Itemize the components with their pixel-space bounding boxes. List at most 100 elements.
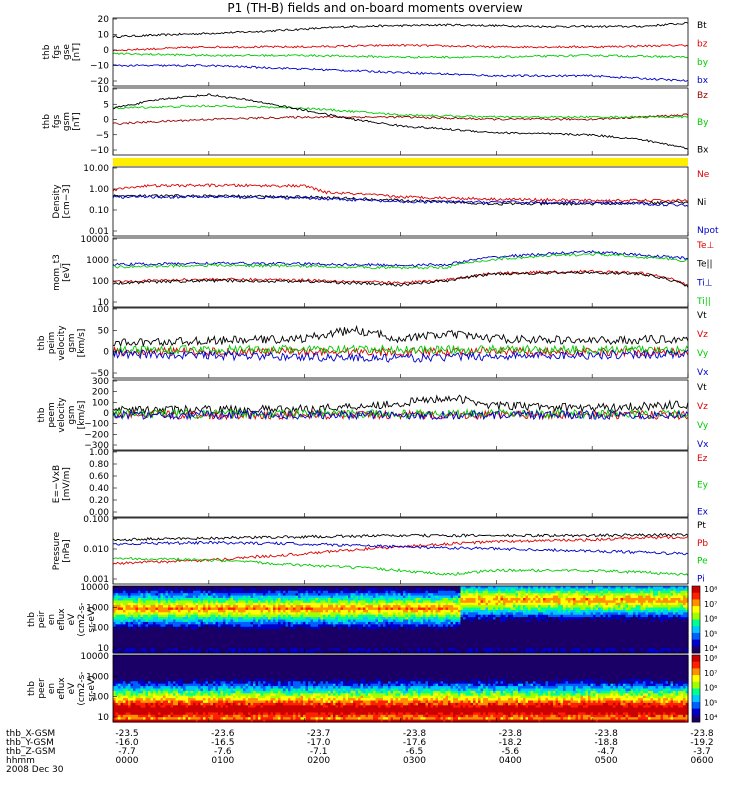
ylabel-line: eflux — [57, 677, 67, 700]
ylabel-line: (cm2-s- — [77, 602, 87, 636]
ytick-label: 1000 — [86, 672, 109, 682]
footer-value: -16.0 — [115, 738, 139, 748]
footer-value: -4.7 — [597, 747, 615, 757]
legend-vz: Vz — [697, 402, 708, 412]
legend-pt: Pt — [697, 521, 706, 531]
colorbar-label: 10⁵ — [704, 698, 717, 707]
legend-pb: Pb — [697, 539, 708, 549]
ylabel-line: [nT] — [72, 43, 82, 61]
ytick-label: 10 — [98, 298, 110, 308]
ytick-label: −50 — [90, 369, 109, 379]
footer-value: -23.6 — [211, 729, 235, 739]
series-line-vt — [112, 394, 689, 416]
ylabel-line: sr-eV) — [87, 675, 97, 701]
ytick-label: 0 — [103, 348, 109, 358]
colorbar-label: 10⁶ — [704, 684, 717, 693]
footer-row-label: thb_X-GSM — [6, 729, 55, 739]
series-line-vy — [112, 343, 689, 356]
ytick-label: 1.00 — [89, 448, 109, 458]
legend-bx: Bx — [697, 145, 709, 155]
ytick-label: −20 — [90, 77, 109, 87]
legend-bz: bz — [697, 39, 708, 49]
legend-ti: Ti|| — [696, 297, 711, 307]
ytick-label: 10 — [98, 644, 110, 654]
ylabel-line: en — [47, 683, 57, 694]
ytick-label: 10000 — [80, 583, 109, 593]
chart-title: P1 (TH-B) fields and on-board moments ov… — [227, 1, 523, 15]
panel-frame-4 — [112, 307, 689, 379]
series-line-pi — [112, 540, 689, 556]
ytick-label: 100 — [92, 305, 109, 315]
colorbar-frame — [691, 585, 701, 654]
ytick-label: 10 — [98, 713, 110, 723]
footer-row-label: thb_Y-GSM — [6, 738, 54, 748]
ytick-label: 50 — [98, 326, 110, 336]
spectrogram-9 — [113, 655, 689, 723]
legend-npot: Npot — [697, 226, 719, 236]
ytick-label: 20 — [98, 15, 110, 25]
footer-value: 0000 — [116, 756, 139, 766]
ytick-label: 0 — [103, 116, 109, 126]
ylabel-line: thb — [27, 612, 37, 627]
legend-te: Te⊥ — [696, 241, 715, 251]
ytick-label: −5 — [96, 131, 109, 141]
footer-value: -3.7 — [693, 747, 711, 757]
series-line-ni — [112, 194, 689, 206]
colorbar-label: 10⁷ — [704, 600, 717, 609]
series-line-pb — [112, 535, 689, 565]
legend-ey: Ey — [697, 481, 709, 491]
ytick-label: 10000 — [80, 235, 109, 245]
series-line-bz — [112, 113, 689, 125]
legend-te: Te|| — [696, 260, 713, 270]
footer-row-label: thb_Z-GSM — [6, 747, 55, 757]
legend-ni: Ni — [697, 198, 706, 208]
series-line-ti — [112, 250, 689, 268]
panel-frame-6 — [112, 450, 689, 518]
ylabel-line: eflux — [57, 608, 67, 631]
ytick-label: −10 — [90, 146, 109, 156]
ylabel-line: [mV/m] — [62, 467, 72, 501]
series-line-bx — [112, 93, 689, 150]
ylabel-line: gsm — [67, 405, 77, 424]
legend-by: By — [697, 118, 709, 128]
colorbar-label: 10⁶ — [704, 615, 717, 624]
panel-frame-3 — [112, 237, 689, 308]
ytick-label: 5 — [103, 100, 109, 110]
ytick-label: −100 — [84, 420, 109, 430]
series-line-pe — [112, 556, 689, 576]
ytick-label: 0.00 — [89, 508, 109, 518]
legend-vy: Vy — [697, 421, 709, 431]
footer-value: -18.2 — [499, 738, 522, 748]
footer-value: -18.8 — [595, 738, 619, 748]
ylabel-line: gsm — [62, 112, 72, 131]
quality-flag-bar — [113, 158, 688, 166]
legend-by: by — [697, 58, 709, 68]
legend-bt: Bt — [697, 21, 707, 31]
ylabel-line: fgs — [52, 45, 62, 59]
footer-value: 0100 — [211, 756, 234, 766]
ylabel-line: velocity — [57, 397, 67, 433]
series-line-by — [112, 52, 689, 59]
ylabel-line: [cm−3] — [62, 184, 72, 218]
footer-date: 2008 Dec 30 — [6, 765, 64, 775]
legend-ne: Ne — [697, 170, 710, 180]
series-line-by — [112, 104, 688, 119]
footer-value: -23.8 — [595, 729, 619, 739]
footer-value: -23.8 — [403, 729, 427, 739]
footer-value: 0500 — [595, 756, 618, 766]
colorbar-8 — [691, 585, 701, 654]
series-line-pt — [112, 532, 689, 542]
ylabel-line: E=−VxB — [52, 465, 62, 503]
ylabel-line: gsm — [67, 333, 77, 352]
colorbar-label: 10⁵ — [704, 629, 717, 638]
legend-bx: bx — [697, 76, 709, 86]
ylabel-line: sr-eV) — [87, 606, 97, 632]
ytick-label: 0.010 — [83, 545, 109, 555]
colorbar-label: 10⁸ — [704, 654, 717, 663]
legend-vt: Vt — [697, 311, 707, 321]
colorbar-label: 10⁴ — [704, 644, 717, 653]
series-line-ne — [112, 183, 689, 203]
footer-value: -7.1 — [310, 747, 328, 757]
footer-value: 0600 — [691, 756, 714, 766]
